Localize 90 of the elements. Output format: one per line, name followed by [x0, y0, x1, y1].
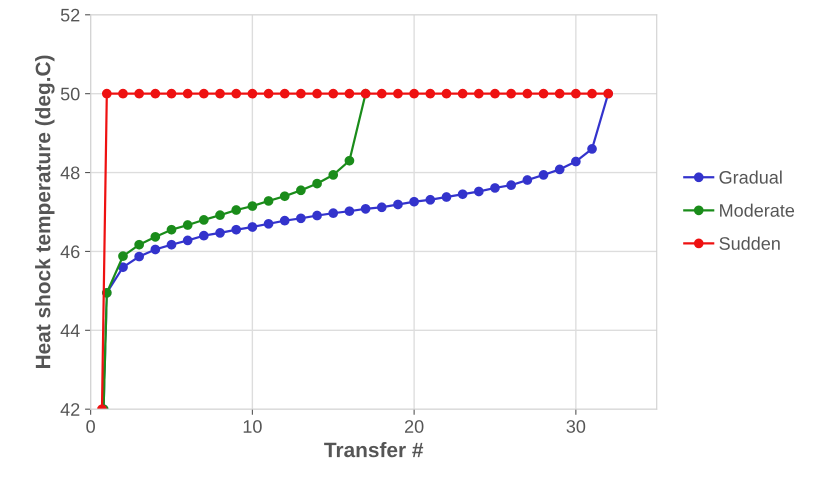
point — [118, 262, 128, 272]
point — [506, 180, 516, 190]
y-tick-label: 42 — [60, 403, 80, 416]
point — [280, 191, 290, 202]
y-axis-title: Heat shock temperature (deg.C) — [35, 56, 55, 368]
y-tick-label: 50 — [60, 88, 80, 100]
point — [150, 88, 160, 99]
point — [393, 88, 403, 99]
x-tick-label: 20 — [404, 420, 424, 433]
point — [393, 200, 403, 210]
point — [248, 222, 258, 232]
point — [248, 201, 258, 211]
point — [280, 88, 290, 99]
point — [409, 88, 419, 99]
point — [376, 88, 387, 99]
point — [166, 88, 176, 99]
point — [231, 224, 242, 235]
point — [102, 88, 112, 99]
point — [166, 240, 176, 250]
point — [150, 232, 160, 242]
point — [264, 218, 274, 229]
point — [442, 88, 452, 99]
point — [570, 88, 581, 99]
point — [280, 216, 290, 226]
point — [587, 144, 597, 154]
point — [231, 88, 242, 99]
point — [118, 88, 128, 99]
point — [344, 156, 354, 166]
point — [328, 88, 338, 99]
point — [215, 210, 225, 220]
x-axis-title: Transfer # — [324, 442, 424, 458]
x-tick-label: 10 — [244, 420, 262, 433]
point — [474, 186, 484, 196]
y-tick-label: 52 — [60, 8, 80, 22]
point — [264, 196, 274, 206]
point — [538, 170, 548, 180]
point — [425, 88, 436, 99]
point — [458, 189, 468, 200]
point — [442, 192, 452, 202]
point — [328, 208, 338, 218]
point — [554, 164, 565, 174]
point — [538, 88, 548, 99]
point — [118, 251, 128, 262]
point — [182, 220, 193, 230]
legend-label: Sudden — [719, 236, 780, 250]
legend-label: Moderate — [720, 204, 794, 217]
point — [215, 88, 225, 99]
point — [198, 88, 209, 99]
point — [522, 175, 532, 185]
point — [312, 210, 322, 220]
point — [312, 88, 322, 99]
point — [458, 88, 468, 99]
point — [409, 196, 419, 207]
point — [328, 170, 338, 180]
point — [231, 205, 242, 215]
y-tick-label: 48 — [60, 166, 80, 180]
point — [134, 240, 144, 250]
point — [554, 88, 565, 99]
point — [248, 88, 258, 99]
point — [344, 206, 354, 216]
point — [296, 185, 306, 196]
point — [376, 202, 387, 212]
point — [425, 194, 436, 205]
legend-label: Gradual — [720, 170, 782, 184]
point — [490, 183, 500, 193]
point — [182, 88, 193, 99]
x-tick-label: 30 — [566, 420, 586, 433]
point — [570, 156, 581, 166]
point — [264, 88, 274, 99]
point — [506, 88, 516, 99]
point — [522, 88, 532, 99]
y-tick-label: 44 — [60, 324, 80, 337]
point — [296, 88, 306, 99]
point — [150, 244, 160, 254]
x-tick-label: 0 — [86, 420, 95, 433]
point — [296, 213, 306, 224]
point — [182, 236, 193, 246]
point — [344, 88, 354, 99]
point — [312, 178, 322, 188]
point — [134, 88, 144, 99]
point — [490, 88, 500, 99]
point — [474, 88, 484, 99]
point — [166, 224, 176, 235]
point — [587, 88, 597, 99]
y-tick-label: 46 — [60, 245, 80, 258]
point — [360, 204, 370, 214]
point — [215, 228, 225, 238]
point — [198, 215, 209, 225]
point — [134, 252, 144, 262]
point — [198, 230, 209, 241]
